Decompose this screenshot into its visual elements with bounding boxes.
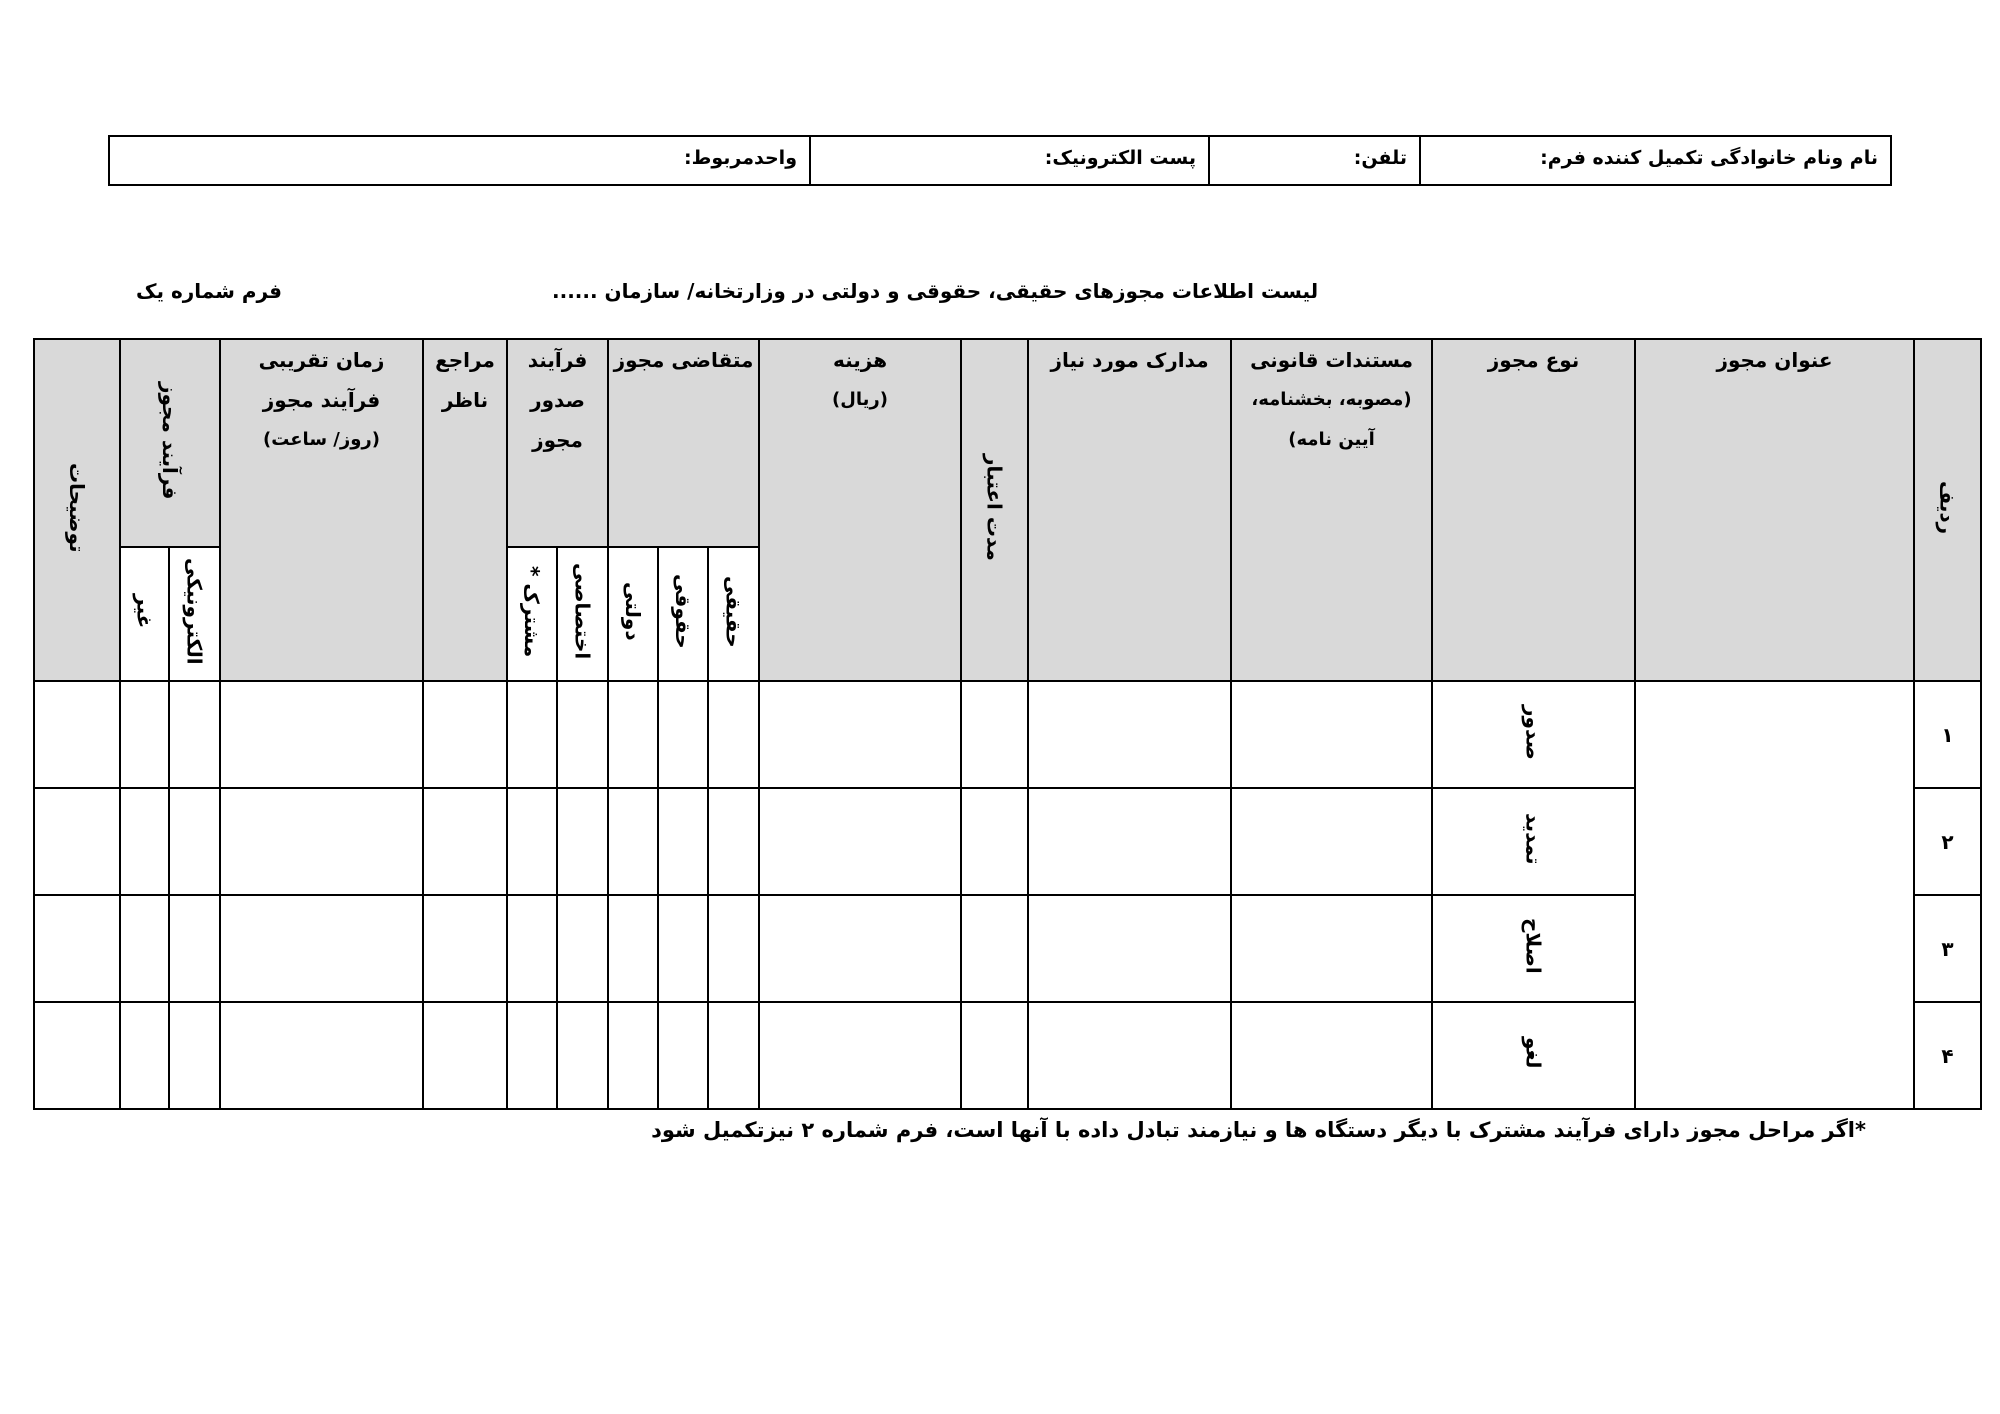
cell[interactable] [707,680,761,789]
form-number: فرم شماره یک [136,279,283,303]
cell[interactable] [119,894,170,1003]
cell[interactable] [1027,680,1233,789]
cell[interactable] [657,787,710,896]
header-process-shared: مشترک * [506,546,558,682]
row-number: ۴ [1913,1001,1983,1110]
row-number: ۲ [1913,787,1983,896]
header-applicant-real: حقیقی [707,546,761,682]
license-table: ردیف عنوان مجوز نوع مجوز مستندات قانونی(… [33,338,1983,1110]
cell[interactable] [707,894,761,1003]
cell[interactable] [506,894,558,1003]
cell[interactable] [422,894,508,1003]
cell[interactable] [33,1001,121,1110]
filler-name-field[interactable]: نام ونام خانوادگی تکمیل کننده فرم: [1419,137,1890,184]
header-process-exclusive: اختصاصی [556,546,609,682]
cell[interactable] [657,680,710,789]
header-applicant-gov: دولتی [606,546,660,682]
row-number: ۱ [1913,680,1983,789]
cell[interactable] [1230,680,1434,789]
header-applicant-legal: حقوقی [657,546,710,682]
cell[interactable] [758,1001,963,1110]
cell[interactable] [168,1001,221,1110]
cell[interactable] [606,1001,660,1110]
cell[interactable] [960,787,1030,896]
license-type-cell: تمدید [1431,787,1637,896]
license-title-cell[interactable] [1634,680,1916,1110]
footnote: *اگر مراحل مجوز دارای فرآیند مشترک با دی… [651,1118,1866,1142]
cell[interactable] [422,680,508,789]
header-validity: مدت اعتبار [960,338,1030,682]
header-approx-time: زمان تقریبی فرآیند مجوز (روز/ ساعت) [219,338,424,682]
cell[interactable] [707,787,761,896]
cell[interactable] [506,787,558,896]
form-title: لیست اطلاعات مجوزهای حقیقی، حقوقی و دولت… [552,279,1319,303]
cell[interactable] [960,680,1030,789]
header-row-number: ردیف [1913,338,1983,682]
header-applicant: متقاضی مجوز [606,338,761,548]
header-electronic: الکترونیکی [168,546,221,682]
header-required-docs: مدارک مورد نیاز [1027,338,1233,682]
cell[interactable] [33,894,121,1003]
cell[interactable] [960,894,1030,1003]
cell[interactable] [758,680,963,789]
cell[interactable] [422,787,508,896]
cell[interactable] [960,1001,1030,1110]
header-notes: توضیحات [33,338,121,682]
table-row: ۱ صدور [33,680,1983,1110]
cell[interactable] [422,1001,508,1110]
cell[interactable] [119,680,170,789]
header-legal-docs: مستندات قانونی (مصوبه، بخشنامه، آیین نامه) [1230,338,1434,682]
cell[interactable] [657,894,710,1003]
table-row: ۴ لغو [33,1001,1983,1110]
cell[interactable] [219,787,424,896]
cell[interactable] [1230,1001,1434,1110]
unit-field[interactable]: واحدمربوط: [684,147,797,169]
license-type-cell: لغو [1431,1001,1637,1110]
cell[interactable] [556,1001,609,1110]
cell[interactable] [33,680,121,789]
header-license-type: نوع مجوز [1431,338,1637,682]
license-type-cell: صدور [1431,680,1637,789]
cell[interactable] [606,787,660,896]
header-non-electronic: غیر [119,546,170,682]
email-field[interactable]: پست الکترونیک: [809,137,1208,184]
cell[interactable] [506,680,558,789]
cell[interactable] [506,1001,558,1110]
cell[interactable] [168,787,221,896]
cell[interactable] [1027,894,1233,1003]
table-row: ۳ اصلاح [33,894,1983,1003]
cell[interactable] [168,680,221,789]
cell[interactable] [556,680,609,789]
row-number: ۳ [1913,894,1983,1003]
form-filler-info-bar: نام ونام خانوادگی تکمیل کننده فرم: تلفن:… [108,135,1892,186]
cell[interactable] [33,787,121,896]
cell[interactable] [758,787,963,896]
cell[interactable] [1230,787,1434,896]
cell[interactable] [556,787,609,896]
cell[interactable] [707,1001,761,1110]
header-cost: هزینه (ریال) [758,338,963,682]
header-license-process: فرآیند مجوز [119,338,221,548]
cell[interactable] [219,1001,424,1110]
cell[interactable] [1027,1001,1233,1110]
phone-field[interactable]: تلفن: [1208,137,1419,184]
cell[interactable] [556,894,609,1003]
cell[interactable] [1027,787,1233,896]
license-type-cell: اصلاح [1431,894,1637,1003]
cell[interactable] [606,680,660,789]
cell[interactable] [119,787,170,896]
cell[interactable] [758,894,963,1003]
table-row: ۲ تمدید [33,787,1983,896]
cell[interactable] [606,894,660,1003]
cell[interactable] [168,894,221,1003]
cell[interactable] [1230,894,1434,1003]
cell[interactable] [119,1001,170,1110]
header-supervisors: مراجع ناظر [422,338,508,682]
header-license-title: عنوان مجوز [1634,338,1916,682]
cell[interactable] [219,680,424,789]
cell[interactable] [219,894,424,1003]
cell[interactable] [657,1001,710,1110]
header-issue-process: فرآیند صدور مجوز [506,338,609,548]
